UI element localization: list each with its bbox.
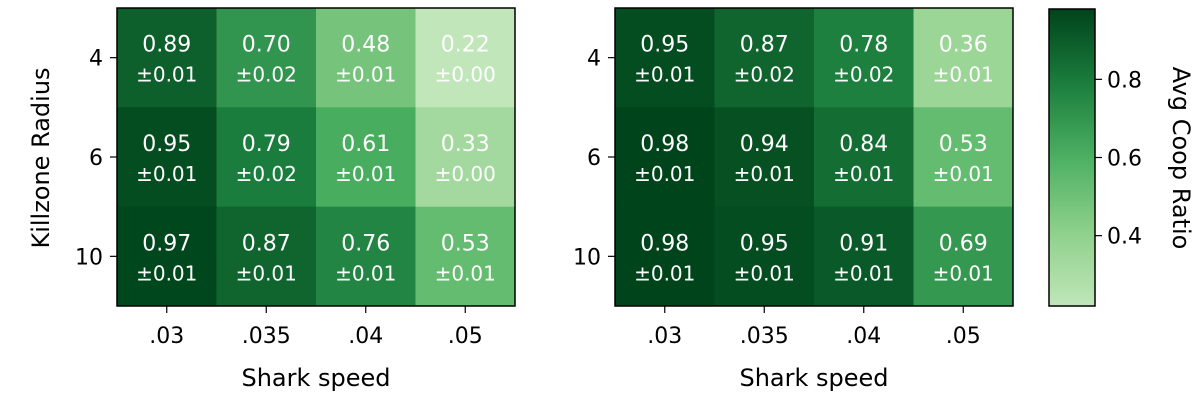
cell-value-label: 0.95 [142, 132, 191, 157]
cell-value-label: 0.95 [640, 33, 689, 58]
heatmap-right: 0.95 ±0.01 0.87 ±0.02 0.78 ±0.02 0.36 ±0.01 0.98… [573, 7, 1014, 349]
cell-error-label: ±0.01 [335, 63, 396, 87]
heatmap-cell [316, 107, 416, 208]
cell-value-label: 0.89 [142, 33, 191, 58]
heatmap-cell [615, 206, 715, 307]
heatmap-cell [913, 8, 1014, 108]
cell-value-label: 0.95 [740, 231, 789, 256]
heatmap-cell [913, 107, 1014, 208]
heatmap-cell [216, 8, 317, 108]
x-axis-label-right: Shark speed [739, 364, 888, 392]
cell-value-label: 0.87 [242, 231, 291, 256]
cell-error-label: ±0.01 [734, 261, 795, 285]
cell-error-label: ±0.01 [933, 261, 994, 285]
cell-error-label: ±0.01 [335, 162, 396, 186]
cell-error-label: ±0.01 [136, 63, 197, 87]
cell-value-label: 0.36 [939, 33, 988, 58]
heatmap-cell [415, 8, 516, 108]
cell-error-label: ±0.01 [933, 63, 994, 87]
cell-error-label: ±0.01 [136, 261, 197, 285]
cell-error-label: ±0.01 [634, 261, 695, 285]
cell-error-label: ±0.02 [236, 162, 297, 186]
cell-error-label: ±0.01 [634, 63, 695, 87]
heatmap-cell [316, 8, 416, 108]
heatmap-left: 0.89 ±0.01 0.70 ±0.02 0.48 ±0.01 0.22 ±0.00 0.95… [75, 7, 516, 349]
colorbar-ticks: 0.4 0.6 0.8 [1095, 68, 1142, 250]
cell-error-label: ±0.01 [634, 162, 695, 186]
cell-value-label: 0.78 [839, 33, 888, 58]
x-axis-label-left: Shark speed [241, 364, 390, 392]
y-axis-label-left: Killzone Radius [27, 67, 55, 248]
cell-value-label: 0.98 [640, 132, 689, 157]
cell-value-label: 0.98 [640, 231, 689, 256]
y-tick-label: 10 [573, 245, 601, 270]
cell-error-label: ±0.01 [335, 261, 396, 285]
cell-error-label: ±0.01 [136, 162, 197, 186]
cell-value-label: 0.53 [441, 231, 490, 256]
cell-value-label: 0.69 [939, 231, 988, 256]
cell-value-label: 0.70 [242, 33, 291, 58]
heatmap-cell [117, 206, 217, 307]
cell-error-label: ±0.01 [833, 261, 894, 285]
colorbar-tick-label: 0.4 [1107, 225, 1142, 250]
heatmap-cell [415, 206, 516, 307]
heatmap-cell [714, 8, 815, 108]
heatmap-cell [316, 206, 416, 307]
cell-error-label: ±0.01 [734, 162, 795, 186]
x-tick-label: .05 [946, 324, 981, 349]
x-tick-label: .04 [348, 324, 383, 349]
x-tick-label: .035 [740, 324, 789, 349]
y-tick-label: 4 [89, 47, 103, 72]
cell-value-label: 0.91 [839, 231, 888, 256]
heatmap-cell [714, 107, 815, 208]
heatmap-cell [117, 8, 217, 108]
colorbar-label: Avg Coop Ratio [1167, 67, 1195, 250]
cell-error-label: ±0.00 [435, 63, 496, 87]
x-tick-label: .04 [846, 324, 881, 349]
colorbar-tick-label: 0.6 [1107, 147, 1142, 172]
heatmap-cell [714, 206, 815, 307]
y-tick-label: 10 [75, 245, 103, 270]
y-tick-label: 4 [587, 47, 601, 72]
heatmap-cell [216, 107, 317, 208]
cell-error-label: ±0.01 [236, 261, 297, 285]
x-tick-label: .03 [149, 324, 184, 349]
cell-value-label: 0.33 [441, 132, 490, 157]
colorbar: 0.4 0.6 0.8 Avg Coop Ratio [1048, 8, 1195, 307]
heatmap-cell [216, 206, 317, 307]
y-tick-label: 6 [89, 146, 103, 171]
cell-error-label: ±0.02 [236, 63, 297, 87]
heatmap-cell [415, 107, 516, 208]
cell-error-label: ±0.02 [734, 63, 795, 87]
cell-value-label: 0.84 [839, 132, 888, 157]
cell-value-label: 0.48 [341, 33, 390, 58]
heatmap-cell [913, 206, 1014, 307]
cell-error-label: ±0.02 [833, 63, 894, 87]
heatmap-cell [814, 8, 914, 108]
x-tick-label: .05 [448, 324, 483, 349]
heatmap-cell [117, 107, 217, 208]
cell-value-label: 0.87 [740, 33, 789, 58]
y-tick-label: 6 [587, 146, 601, 171]
heatmap-cell [814, 206, 914, 307]
x-tick-label: .035 [242, 324, 291, 349]
heatmap-cell [814, 107, 914, 208]
x-tick-label: .03 [647, 324, 682, 349]
cell-value-label: 0.79 [242, 132, 291, 157]
cell-value-label: 0.97 [142, 231, 191, 256]
cell-error-label: ±0.01 [933, 162, 994, 186]
cell-value-label: 0.94 [740, 132, 789, 157]
heatmap-cell [615, 107, 715, 208]
cell-error-label: ±0.00 [435, 162, 496, 186]
heatmap-cell [615, 8, 715, 108]
cell-value-label: 0.53 [939, 132, 988, 157]
cell-error-label: ±0.01 [435, 261, 496, 285]
colorbar-tick-label: 0.8 [1107, 68, 1142, 93]
colorbar-gradient [1048, 8, 1096, 307]
cell-error-label: ±0.01 [833, 162, 894, 186]
cell-value-label: 0.76 [341, 231, 390, 256]
cell-value-label: 0.61 [341, 132, 390, 157]
cell-value-label: 0.22 [441, 33, 490, 58]
